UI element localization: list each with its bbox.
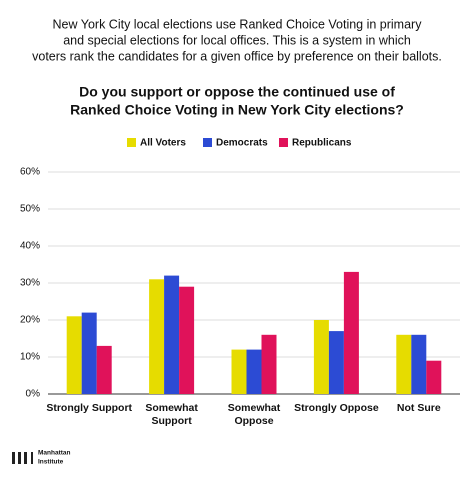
bar (343, 271, 359, 394)
x-tick-label: Somewhat Support (145, 402, 198, 427)
legend-swatch (127, 138, 136, 147)
bar (426, 360, 442, 394)
y-tick-label: 60% (20, 167, 40, 178)
footer-text: Manhattan (38, 450, 71, 457)
y-tick-label: 30% (20, 278, 40, 289)
bar (328, 331, 344, 394)
x-tick-label: Somewhat Oppose (227, 402, 281, 427)
bar (261, 334, 277, 394)
legend-label: All Voters (140, 138, 186, 149)
x-tick-label: Strongly Oppose (294, 402, 379, 414)
legend-label: Republicans (292, 138, 352, 149)
y-tick-label: 10% (20, 352, 40, 363)
bar (149, 279, 165, 394)
logo (12, 452, 33, 464)
intro-line: New York City local elections use Ranked… (53, 17, 423, 31)
intro-line: and special elections for local offices.… (63, 33, 411, 47)
bar (246, 349, 262, 394)
bar (96, 345, 112, 394)
bar (231, 349, 247, 394)
bar (411, 334, 427, 394)
bar (81, 312, 97, 394)
bar (396, 334, 412, 394)
legend-swatch (203, 138, 212, 147)
footer-text: Institute (38, 459, 64, 466)
bar (179, 286, 195, 394)
y-tick-label: 50% (20, 204, 40, 215)
legend-label: Democrats (216, 138, 268, 149)
legend-swatch (279, 138, 288, 147)
y-tick-label: 20% (20, 315, 40, 326)
bar (164, 275, 180, 394)
y-tick-label: 40% (20, 241, 40, 252)
x-tick-label: Not Sure (396, 402, 441, 414)
bar (66, 316, 82, 394)
chart-title: Ranked Choice Voting in New York City el… (70, 102, 404, 118)
bar (313, 320, 329, 394)
chart-title: Do you support or oppose the continued u… (79, 84, 395, 100)
intro-line: voters rank the candidates for a given o… (32, 49, 442, 63)
x-tick-label: Strongly Support (46, 402, 133, 414)
y-tick-label: 0% (26, 389, 41, 400)
